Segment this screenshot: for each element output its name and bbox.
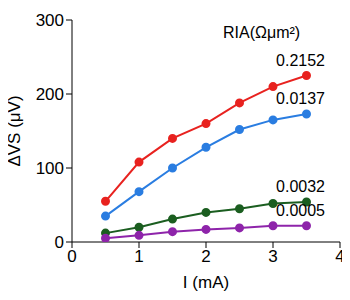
svg-text:2: 2 xyxy=(201,247,210,266)
svg-text:3: 3 xyxy=(268,247,277,266)
svg-text:I (mA): I (mA) xyxy=(183,273,229,292)
svg-text:200: 200 xyxy=(36,85,64,104)
svg-text:0.0005: 0.0005 xyxy=(276,202,325,219)
svg-text:300: 300 xyxy=(36,11,64,30)
svg-text:0.0137: 0.0137 xyxy=(276,90,325,107)
svg-text:4: 4 xyxy=(335,247,342,266)
svg-text:0.2152: 0.2152 xyxy=(276,52,325,69)
html-text:RIA(Ωμm²): RIA(Ωμm²) xyxy=(223,24,301,41)
svg-text:ΔVS (μV): ΔVS (μV) xyxy=(8,95,24,166)
svg-text:100: 100 xyxy=(36,159,64,178)
svg-text:0: 0 xyxy=(55,233,64,252)
svg-text:0.0032: 0.0032 xyxy=(276,178,325,195)
svg-text:0: 0 xyxy=(67,247,76,266)
svg-text:1: 1 xyxy=(134,247,143,266)
